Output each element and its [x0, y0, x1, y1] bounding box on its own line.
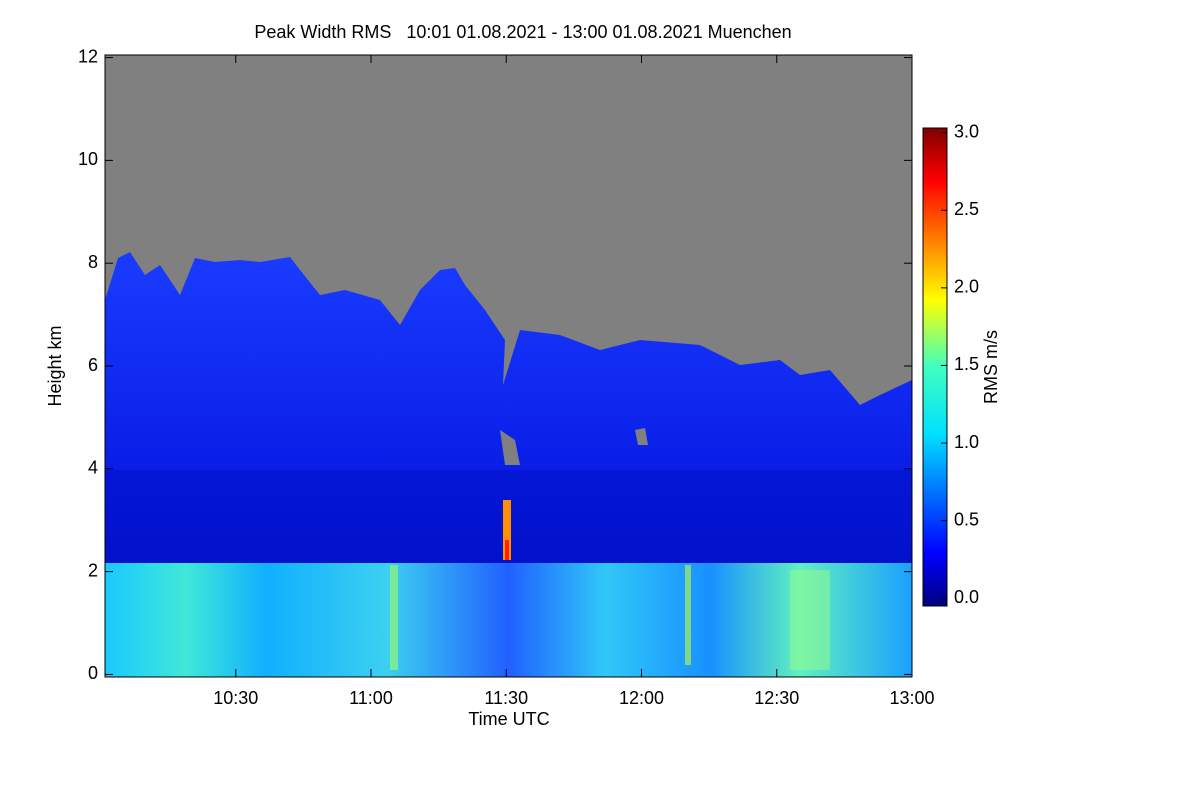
x-tick-label: 13:00 [889, 688, 934, 708]
hot-spot [503, 500, 511, 560]
no-data-gap [500, 430, 520, 465]
colorbar-label: RMS m/s [981, 330, 1001, 404]
y-tick-label: 0 [88, 663, 98, 683]
colorbar-tick-label: 0.5 [954, 509, 979, 529]
x-tick-label: 12:00 [619, 688, 664, 708]
colorbar-tick-label: 1.5 [954, 354, 979, 374]
y-tick-label: 12 [78, 46, 98, 66]
hot-spot [505, 540, 509, 560]
no-data-gap [635, 428, 648, 445]
streak [390, 565, 398, 670]
colorbar-tick-label: 1.0 [954, 432, 979, 452]
x-tick-label: 10:30 [213, 688, 258, 708]
x-tick-label: 11:30 [484, 688, 528, 708]
boundary-layer [105, 563, 912, 677]
colorbar-tick-label: 2.5 [954, 199, 979, 219]
y-tick-label: 10 [78, 149, 98, 169]
streak [790, 570, 830, 670]
y-tick-label: 6 [88, 355, 98, 375]
colorbar-tick-label: 2.0 [954, 277, 979, 297]
x-axis-label: Time UTC [468, 709, 549, 729]
y-tick-label: 4 [88, 458, 98, 478]
chart-title: Peak Width RMS 10:01 01.08.2021 - 13:00 … [254, 22, 791, 42]
rms-field [105, 55, 912, 677]
y-tick-label: 8 [88, 252, 98, 272]
colorbar-tick-label: 3.0 [954, 121, 979, 141]
colorbar [922, 127, 948, 607]
x-tick-label: 12:30 [754, 688, 799, 708]
x-tick-label: 11:00 [349, 688, 393, 708]
y-axis-label: Height km [45, 325, 65, 406]
y-tick-label: 2 [88, 560, 98, 580]
colorbar-tick-label: 0.0 [954, 587, 979, 607]
streak [685, 565, 691, 665]
